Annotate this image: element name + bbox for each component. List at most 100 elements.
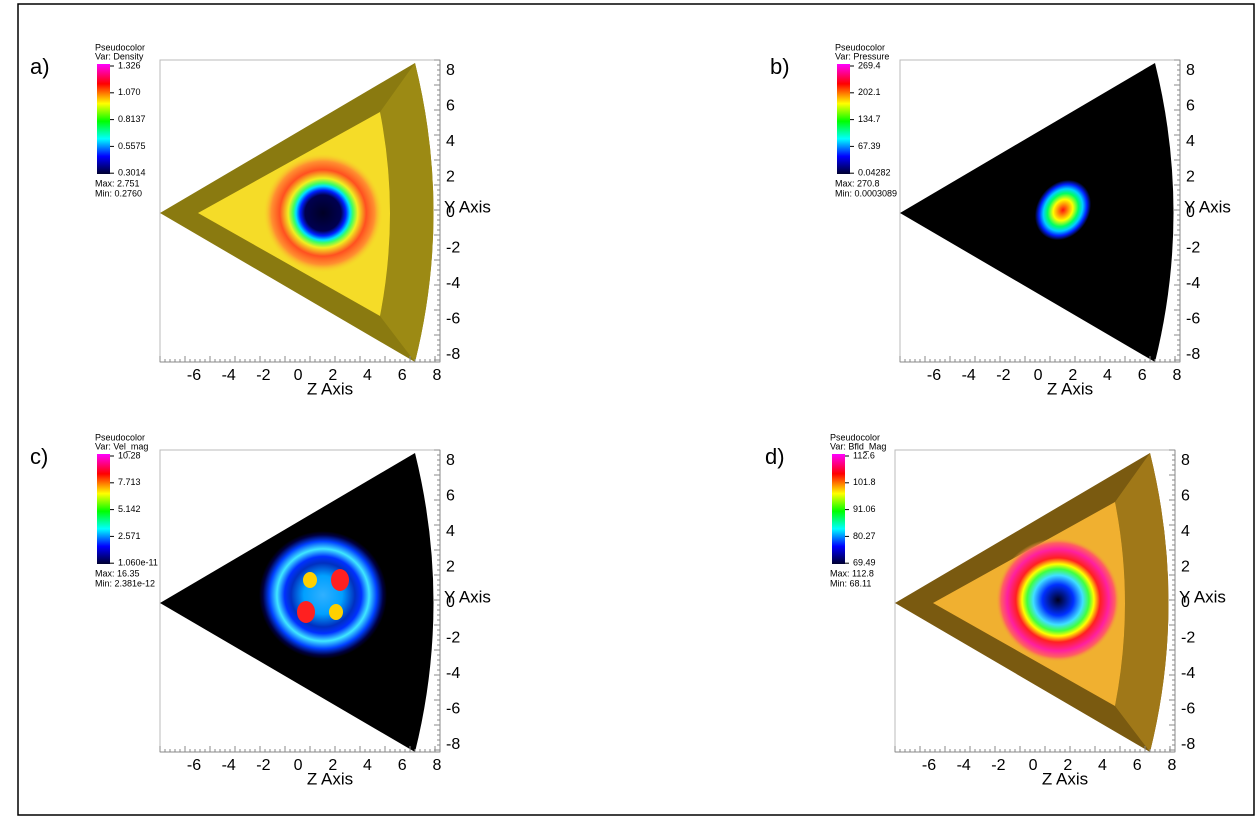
- colorbar-label: 67.39: [858, 141, 881, 151]
- field-spot: [331, 569, 349, 591]
- colorbar-label: 134.7: [858, 114, 881, 124]
- x-tick-label: 2: [328, 367, 337, 384]
- x-tick-label: 2: [328, 757, 337, 774]
- legend-max: Max: 2.751: [95, 178, 140, 188]
- field-spot: [303, 572, 317, 588]
- y-tick-label: 6: [446, 488, 455, 505]
- x-axis-title: Z Axis: [307, 769, 353, 788]
- panel-label: a): [30, 54, 50, 79]
- colorbar-label: 5.142: [118, 504, 141, 514]
- field-spot: [329, 604, 343, 620]
- x-tick-label: -6: [187, 367, 201, 384]
- y-tick-label: 6: [446, 98, 455, 115]
- x-tick-label: 0: [294, 757, 303, 774]
- y-tick-label: -6: [446, 701, 460, 718]
- frame: [17, 3, 1255, 816]
- colorbar-label: 1.326: [118, 60, 141, 70]
- x-tick-label: -6: [922, 757, 936, 774]
- y-tick-label: -6: [1186, 311, 1200, 328]
- y-tick-label: 0: [446, 204, 455, 221]
- y-tick-label: 4: [446, 523, 455, 540]
- y-tick-label: 2: [446, 559, 455, 576]
- y-tick-label: 8: [1181, 452, 1190, 469]
- legend-min: Min: 0.0003089: [835, 188, 897, 198]
- x-tick-label: 6: [1138, 367, 1147, 384]
- y-tick-label: 4: [1181, 523, 1190, 540]
- x-tick-label: -6: [927, 367, 941, 384]
- field-rings: [263, 153, 383, 273]
- x-tick-label: 0: [1034, 367, 1043, 384]
- y-tick-label: -8: [446, 346, 460, 363]
- field-rings: [996, 538, 1120, 662]
- domain-side: [1115, 453, 1169, 752]
- colorbar-label: 0.5575: [118, 141, 146, 151]
- x-tick-label: 8: [432, 757, 441, 774]
- y-axis-title: Y Axis: [1184, 197, 1231, 216]
- field-spot: [297, 601, 315, 623]
- colorbar-label: 0.8137: [118, 114, 146, 124]
- panel: -6 -4 -2 0 2 4 6 8 8 6 4 2 0 -2 -4 -6 -8 Z Axis Y Axis c) Ps…: [30, 432, 491, 788]
- colorbar-label: 101.8: [853, 477, 876, 487]
- x-tick-label: 6: [398, 367, 407, 384]
- y-tick-label: 6: [1181, 488, 1190, 505]
- colorbar-label: 2.571: [118, 531, 141, 541]
- colorbar: [97, 64, 110, 174]
- x-tick-label: -4: [222, 367, 236, 384]
- x-tick-label: -2: [991, 757, 1005, 774]
- x-tick-label: -6: [187, 757, 201, 774]
- x-tick-label: 2: [1068, 367, 1077, 384]
- y-tick-label: 4: [446, 133, 455, 150]
- colorbar-label: 1.060e-11: [118, 558, 158, 568]
- x-tick-label: 4: [363, 757, 372, 774]
- x-tick-label: 0: [1029, 757, 1038, 774]
- colorbar-label: 69.49: [853, 558, 876, 568]
- x-axis-title: Z Axis: [1047, 379, 1093, 398]
- y-tick-label: -2: [446, 630, 460, 647]
- x-tick-label: 6: [398, 757, 407, 774]
- legend-title: Pseudocolor: [830, 432, 880, 442]
- colorbar-label: 0.3014: [118, 168, 146, 178]
- field-rings: [259, 531, 387, 659]
- panel: -6 -4 -2 0 2 4 6 8 8 6 4 2 0 -2 -4 -6 -8 Z Axis Y Axis d) Ps…: [765, 432, 1226, 788]
- x-tick-label: 4: [1098, 757, 1107, 774]
- y-tick-label: -4: [1181, 665, 1195, 682]
- y-tick-label: -8: [1186, 346, 1200, 363]
- panel: -6 -4 -2 0 2 4 6 8 8 6 4 2 0 -2 -4 -6 -8 Z Axis Y Axis a) Ps…: [30, 42, 491, 398]
- y-tick-label: -2: [1186, 240, 1200, 257]
- legend-var: Var: Vel_mag: [95, 441, 148, 451]
- y-tick-label: 0: [1186, 204, 1195, 221]
- field-blob: [1034, 179, 1092, 241]
- legend-title: Pseudocolor: [95, 432, 145, 442]
- y-tick-label: -6: [1181, 701, 1195, 718]
- legend-title: Pseudocolor: [835, 42, 885, 52]
- legend-min: Min: 0.2760: [95, 188, 142, 198]
- legend-title: Pseudocolor: [95, 42, 145, 52]
- x-tick-label: -2: [256, 367, 270, 384]
- legend-var: Var: Bfld_Mag: [830, 441, 886, 451]
- panel: -6 -4 -2 0 2 4 6 8 8 6 4 2 0 -2 -4 -6 -8 Z Axis Y Axis b) Ps…: [770, 42, 1231, 398]
- x-tick-label: -4: [222, 757, 236, 774]
- y-tick-label: 0: [1181, 594, 1190, 611]
- y-tick-label: -2: [446, 240, 460, 257]
- x-axis-title: Z Axis: [307, 379, 353, 398]
- x-tick-label: 8: [432, 367, 441, 384]
- colorbar: [837, 64, 850, 174]
- x-tick-label: -4: [962, 367, 976, 384]
- y-tick-label: -4: [446, 275, 460, 292]
- colorbar-label: 1.070: [118, 87, 141, 97]
- y-axis-title: Y Axis: [444, 197, 491, 216]
- y-tick-label: 2: [1186, 169, 1195, 186]
- y-tick-label: 4: [1186, 133, 1195, 150]
- x-tick-label: 0: [294, 367, 303, 384]
- y-tick-label: -6: [446, 311, 460, 328]
- legend-min: Min: 2.381e-12: [95, 578, 155, 588]
- y-tick-label: -8: [446, 736, 460, 753]
- y-tick-label: -4: [446, 665, 460, 682]
- x-tick-label: 2: [1063, 757, 1072, 774]
- legend-max: Max: 112.8: [830, 568, 874, 578]
- colorbar-label: 7.713: [118, 477, 141, 487]
- legend-min: Min: 68.11: [830, 578, 871, 588]
- y-tick-label: -8: [1181, 736, 1195, 753]
- legend-var: Var: Pressure: [835, 51, 889, 61]
